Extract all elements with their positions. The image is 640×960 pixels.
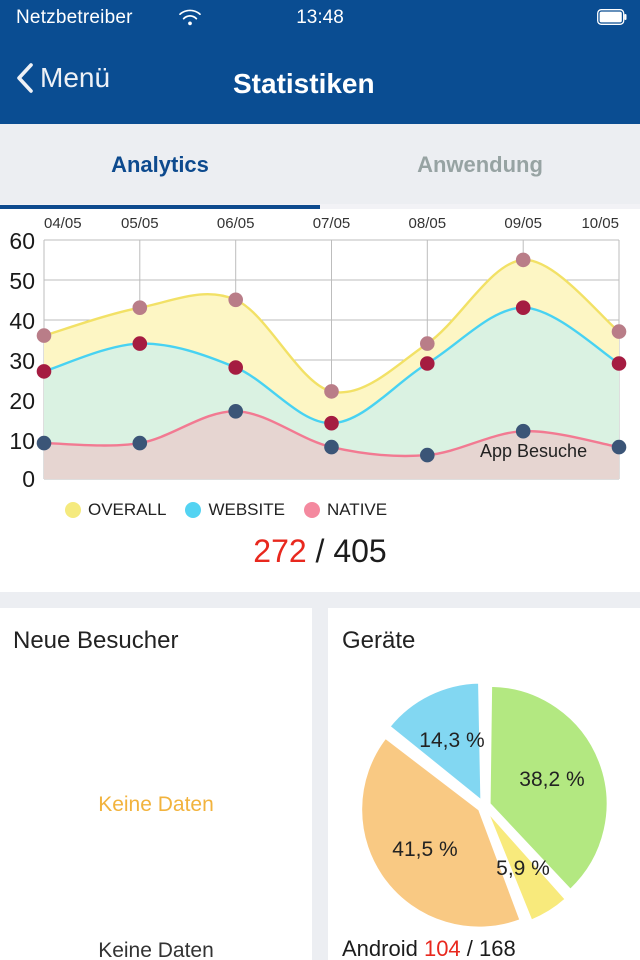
- svg-text:41,5 %: 41,5 %: [392, 838, 457, 861]
- svg-text:14,3 %: 14,3 %: [419, 729, 484, 752]
- svg-text:38,2 %: 38,2 %: [519, 768, 584, 791]
- svg-text:5,9 %: 5,9 %: [496, 857, 550, 880]
